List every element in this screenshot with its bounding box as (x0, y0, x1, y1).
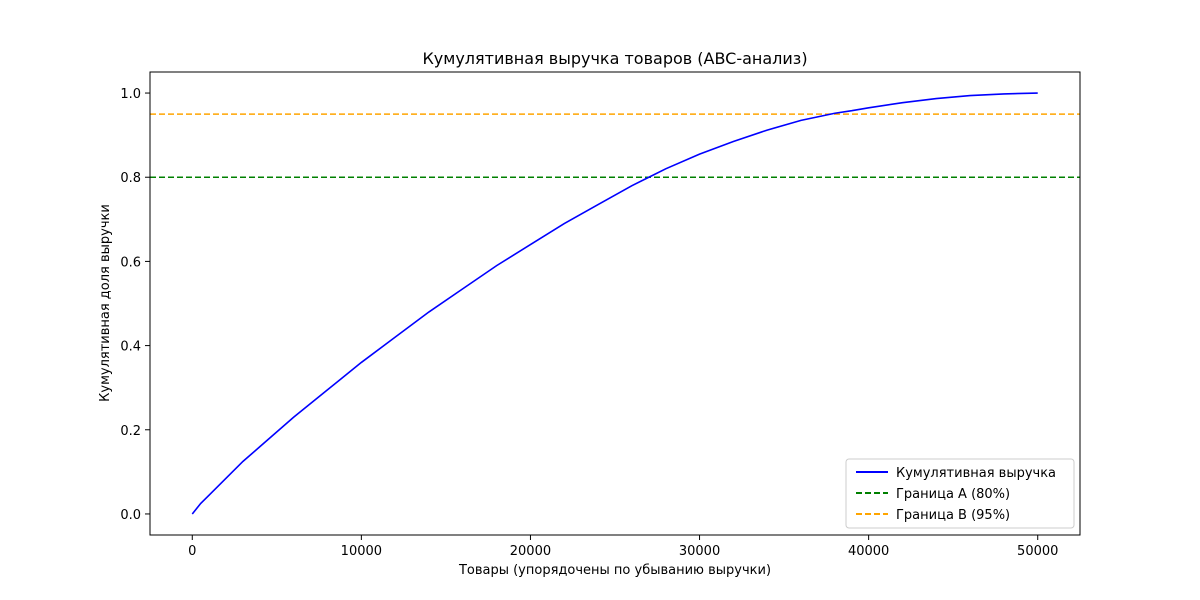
chart-title: Кумулятивная выручка товаров (ABC-анализ… (422, 49, 807, 68)
series-line-cumulative (191, 92, 1038, 515)
x-tick-label: 30000 (679, 544, 720, 559)
x-tick-label: 10000 (341, 544, 382, 559)
y-tick-label: 0.0 (120, 508, 141, 523)
y-axis-title: Кумулятивная доля выручки (98, 204, 113, 402)
x-tick-label: 50000 (1017, 544, 1058, 559)
x-tick-label: 40000 (848, 544, 889, 559)
y-tick-label: 1.0 (120, 87, 141, 102)
y-tick-label: 0.4 (120, 340, 141, 355)
y-tick-label: 0.2 (120, 424, 141, 439)
x-tick-label: 0 (188, 544, 196, 559)
legend-label-cumulative: Кумулятивная выручка (896, 466, 1056, 481)
plot-border (149, 71, 1081, 536)
legend: Кумулятивная выручка Граница A (80%) Гра… (845, 458, 1075, 529)
legend-box (845, 458, 1075, 529)
x-axis-title: Товары (упорядочены по убыванию выручки) (458, 563, 771, 578)
legend-label-border-b: Граница B (95%) (896, 508, 1010, 523)
plot-area (150, 72, 1080, 535)
y-tick-label: 0.6 (120, 255, 141, 270)
x-tick-label: 20000 (510, 544, 551, 559)
y-tick-label: 0.8 (120, 171, 141, 186)
legend-label-border-a: Граница A (80%) (896, 487, 1010, 502)
